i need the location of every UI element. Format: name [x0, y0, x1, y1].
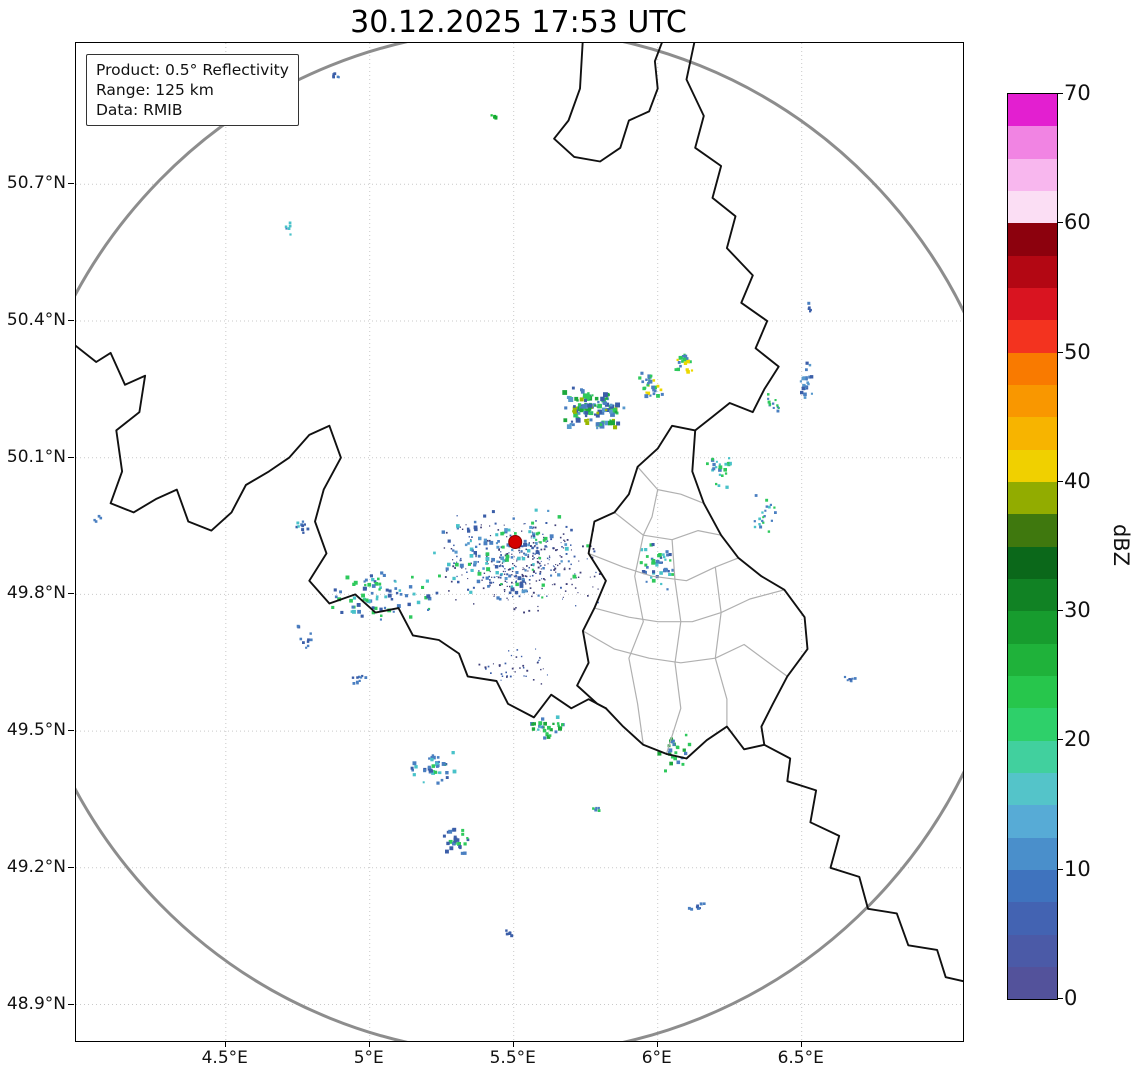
x-axis-tick-mark — [656, 1041, 658, 1047]
x-axis-tick-label: 6.5°E — [777, 1048, 824, 1068]
admin-border — [714, 567, 728, 727]
country-border — [763, 743, 963, 983]
colorbar-band — [1008, 223, 1057, 256]
admin-border — [665, 539, 682, 755]
colorbar-tick-mark — [1057, 739, 1063, 741]
colorbar-tick-label: 30 — [1064, 598, 1091, 623]
info-range: Range: 125 km — [96, 81, 214, 100]
colorbar-band — [1008, 772, 1057, 806]
colorbar-band — [1008, 966, 1057, 1000]
y-axis-tick-mark — [68, 866, 74, 868]
admin-border — [637, 466, 705, 504]
country-border — [553, 43, 663, 163]
admin-border — [594, 589, 785, 623]
y-axis-tick-label: 48.9°N — [6, 993, 66, 1014]
x-axis-tick-label: 4.5°E — [201, 1048, 248, 1068]
colorbar-tick-mark — [1057, 93, 1063, 94]
colorbar-band — [1008, 740, 1057, 773]
colorbar — [1007, 93, 1058, 1000]
colorbar-tick-label: 10 — [1064, 856, 1091, 881]
colorbar-band — [1008, 611, 1057, 644]
colorbar-band — [1008, 805, 1057, 838]
colorbar-band — [1008, 675, 1057, 709]
x-axis-tick-mark — [800, 1041, 802, 1047]
colorbar-band — [1008, 352, 1057, 385]
colorbar-tick-label: 40 — [1064, 468, 1091, 493]
plot-title: 30.12.2025 17:53 UTC — [350, 5, 687, 40]
y-axis-tick-mark — [68, 593, 74, 595]
admin-border — [642, 489, 659, 536]
colorbar-band — [1008, 320, 1057, 353]
colorbar-tick-mark — [1057, 998, 1063, 999]
y-axis-tick-label: 49.8°N — [6, 583, 66, 604]
colorbar-band — [1008, 417, 1057, 450]
admin-border — [614, 511, 722, 541]
y-axis-tick-label: 49.2°N — [6, 856, 66, 877]
x-axis-tick-label: 5°E — [353, 1048, 384, 1068]
country-border — [76, 344, 607, 719]
colorbar-tick-mark — [1057, 222, 1063, 224]
colorbar-tick-mark — [1057, 610, 1063, 612]
y-axis-tick-label: 50.4°N — [6, 309, 66, 330]
colorbar-tick-label: 20 — [1064, 727, 1091, 752]
info-box: Product: 0.5° Reflectivity Range: 125 km… — [86, 54, 299, 127]
map-plot-area — [75, 42, 964, 1042]
country-border — [576, 424, 697, 710]
colorbar-band — [1008, 481, 1057, 515]
colorbar-tick-label: 0 — [1064, 986, 1078, 1010]
country-border — [691, 429, 809, 746]
colorbar-tick-mark — [1057, 351, 1063, 353]
colorbar-band — [1008, 643, 1057, 676]
y-axis-tick-label: 49.5°N — [6, 720, 66, 741]
colorbar-band — [1008, 287, 1057, 321]
map-svg — [76, 43, 963, 1041]
y-axis-tick-mark — [68, 183, 74, 185]
y-axis-tick-mark — [68, 456, 74, 458]
admin-border — [582, 630, 788, 677]
x-axis-tick-mark — [512, 1041, 514, 1047]
colorbar-band — [1008, 255, 1057, 288]
colorbar-band — [1008, 869, 1057, 903]
colorbar-band — [1008, 546, 1057, 579]
colorbar-band — [1008, 94, 1057, 127]
country-border — [685, 43, 780, 432]
y-axis-tick-mark — [68, 319, 74, 321]
radar-site-marker — [508, 535, 523, 549]
y-axis-tick-label: 50.7°N — [6, 173, 66, 194]
colorbar-band — [1008, 158, 1057, 191]
colorbar-tick-label: 70 — [1064, 81, 1091, 105]
colorbar-band — [1008, 934, 1057, 967]
colorbar-band — [1008, 514, 1057, 547]
x-axis-tick-label: 6°E — [641, 1048, 672, 1068]
info-data-source: Data: RMIB — [96, 101, 183, 120]
info-product: Product: 0.5° Reflectivity — [96, 61, 289, 79]
y-axis-tick-mark — [68, 730, 74, 732]
admin-border — [588, 552, 739, 582]
x-axis-tick-mark — [224, 1041, 226, 1047]
colorbar-tick-label: 50 — [1064, 339, 1091, 364]
radar-echoes — [93, 72, 857, 938]
colorbar-band — [1008, 708, 1057, 741]
colorbar-tick-mark — [1057, 480, 1063, 482]
colorbar-band — [1008, 384, 1057, 418]
colorbar-band — [1008, 190, 1057, 224]
colorbar-band — [1008, 837, 1057, 870]
y-axis-tick-mark — [68, 1003, 74, 1005]
y-axis-tick-label: 50.1°N — [6, 446, 66, 467]
colorbar-tick-label: 60 — [1064, 210, 1091, 235]
colorbar-label: dBZ — [1109, 523, 1133, 567]
radar-map — [76, 43, 963, 1041]
colorbar-tick-mark — [1057, 868, 1063, 870]
x-axis-tick-label: 5.5°E — [489, 1048, 536, 1068]
admin-border — [628, 535, 644, 745]
colorbar-band — [1008, 578, 1057, 612]
x-axis-tick-mark — [368, 1041, 370, 1047]
colorbar-band — [1008, 902, 1057, 935]
colorbar-band — [1008, 126, 1057, 159]
colorbar-band — [1008, 449, 1057, 482]
country-border — [604, 707, 766, 760]
